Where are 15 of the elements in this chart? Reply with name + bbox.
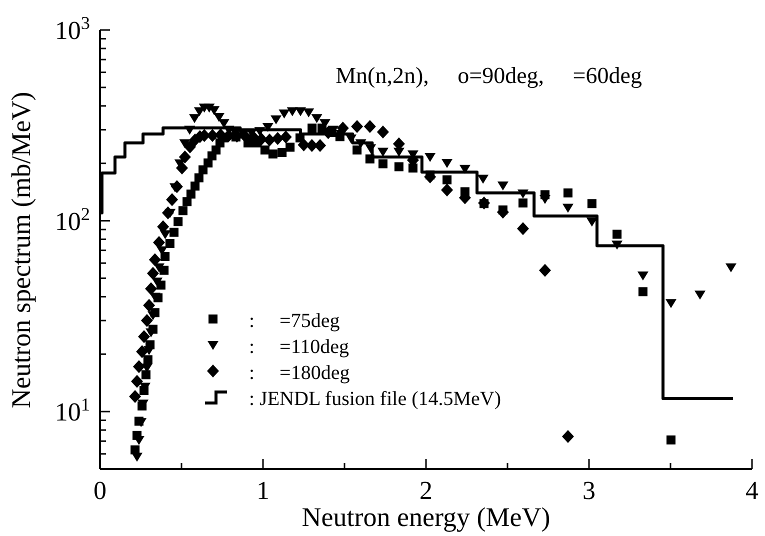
x-tick-label: 2 bbox=[420, 476, 432, 505]
x-tick-label: 3 bbox=[582, 476, 596, 505]
y-axis-title: Neutron spectrum (mb/MeV) bbox=[6, 92, 36, 408]
x-tick-label: 4 bbox=[746, 476, 758, 505]
legend-label: : JENDL fusion file (14.5MeV) bbox=[249, 388, 501, 410]
text: Mn(n,2n), o=90deg, =60deg bbox=[336, 63, 642, 88]
x-tick-label: 0 bbox=[94, 476, 106, 505]
legend-label: : =180deg bbox=[249, 362, 350, 384]
x-axis-title: Neutron energy (MeV) bbox=[302, 502, 550, 532]
legend-label: : =75deg bbox=[249, 310, 340, 332]
legend-label: : =110deg bbox=[249, 336, 349, 358]
y-tick-label: 10$^{3}$ bbox=[54, 13, 90, 45]
y-tick-label: 10$^{2}$ bbox=[54, 204, 90, 236]
x-tick-label: 1 bbox=[256, 476, 270, 505]
y-tick-label: 10$^{1}$ bbox=[54, 394, 90, 427]
